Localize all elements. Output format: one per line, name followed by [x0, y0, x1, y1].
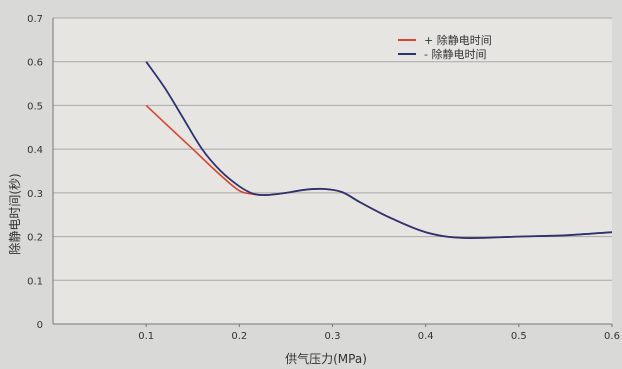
y-tick-label: 0.2	[27, 233, 43, 244]
y-tick-label: 0.1	[27, 276, 43, 287]
x-tick-label: 0.1	[138, 331, 154, 342]
y-tick-label: 0.4	[27, 145, 43, 156]
x-tick-label: 0.6	[604, 331, 620, 342]
x-tick-label: 0.3	[325, 331, 341, 342]
x-axis-label: 供气压力(MPa)	[285, 351, 367, 366]
x-tick-label: 0.4	[418, 331, 434, 342]
legend-label-1: + 除静电时间	[424, 33, 492, 47]
y-tick-label: 0.3	[27, 189, 43, 200]
axis-layer: 0 0.1 0.2 0.3 0.4 0.5 0.6 0.7 0.1 0.2 0.3 0.4 0.5 0.6	[27, 14, 620, 342]
y-axis-label: 除静电时间(秒)	[7, 173, 22, 254]
series-layer	[145, 61, 613, 239]
series-line-2	[145, 61, 613, 239]
x-tick-label: 0.2	[231, 331, 247, 342]
grid-layer	[53, 17, 612, 324]
legend-label-2: - 除静电时间	[424, 47, 486, 61]
y-tick-label: 0.5	[27, 101, 43, 112]
y-tick-label: 0	[37, 320, 43, 331]
plot-area	[53, 18, 612, 324]
y-tick-label: 0.7	[27, 14, 43, 25]
y-tick-label: 0.6	[27, 58, 43, 69]
x-tick-label: 0.5	[511, 331, 527, 342]
legend: + 除静电时间- 除静电时间	[398, 33, 492, 61]
